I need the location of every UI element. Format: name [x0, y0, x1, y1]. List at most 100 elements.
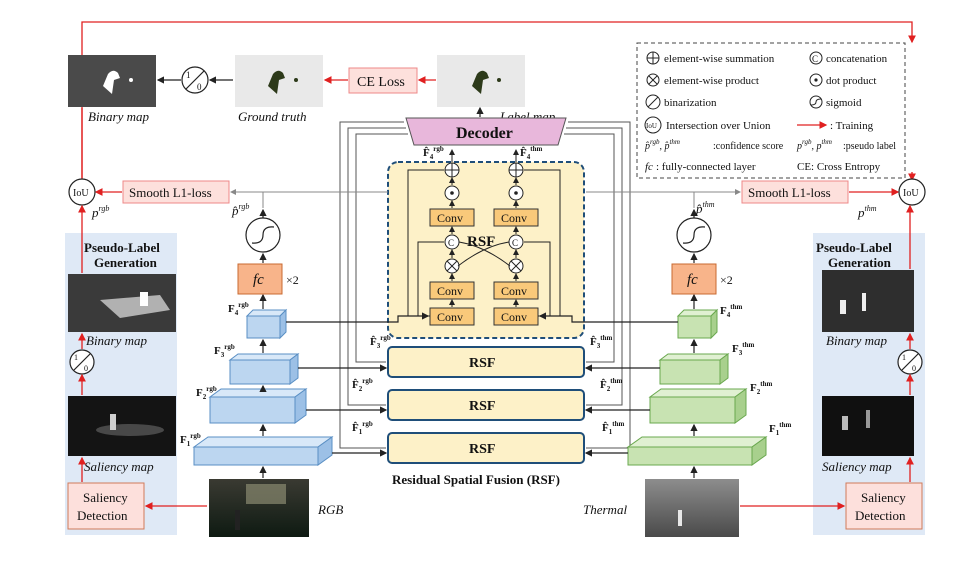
svg-text:Conv: Conv: [501, 211, 527, 225]
svg-text:RSF: RSF: [469, 356, 495, 371]
svg-text:Generation: Generation: [828, 255, 892, 270]
svg-text:RSF: RSF: [469, 442, 495, 457]
svg-text:Smooth L1-loss: Smooth L1-loss: [748, 185, 831, 200]
svg-text:1: 1: [74, 353, 78, 362]
svg-text:IoU: IoU: [646, 122, 657, 130]
rsf-right-ops: Conv C Conv Conv: [493, 162, 539, 326]
svg-text:Binary map: Binary map: [86, 333, 148, 348]
svg-text:F4thm: F4thm: [720, 303, 742, 319]
legend-training: : Training: [830, 120, 874, 132]
svg-text:Binary map: Binary map: [826, 333, 888, 348]
legend-concatenation: concatenation: [826, 53, 888, 65]
svg-text:×2: ×2: [720, 273, 733, 287]
svg-text:Saliency: Saliency: [861, 490, 906, 505]
binarize-icon-top: 1 0: [181, 66, 209, 94]
decoder-block: [405, 117, 567, 146]
svg-text:F̂2thm: F̂2thm: [600, 377, 622, 393]
smooth-loss-left: [122, 180, 230, 204]
smooth-loss-right: [741, 180, 849, 204]
legend-binarization: binarization: [664, 97, 717, 109]
svg-text:Conv: Conv: [501, 310, 527, 324]
rsf-block-1: [387, 432, 585, 464]
legend-conf: :confidence score: [713, 141, 784, 152]
svg-text:F4rgb: F4rgb: [228, 301, 249, 317]
ground-truth-label: Ground truth: [238, 109, 307, 124]
svg-text:F̂4rgb: F̂4rgb: [423, 145, 444, 161]
rgb-feature-stack: [192, 308, 334, 466]
legend-fc: : fully-connected layer: [656, 161, 756, 173]
legend-sigmoid: sigmoid: [826, 97, 862, 109]
svg-text:F3thm: F3thm: [732, 341, 754, 357]
svg-text:p̂rgb: p̂rgb: [231, 202, 249, 218]
svg-text:Detection: Detection: [77, 508, 128, 523]
svg-text:0: 0: [912, 364, 916, 373]
svg-text:Conv: Conv: [437, 284, 463, 298]
svg-text:IoU: IoU: [903, 188, 919, 199]
legend-product: element-wise product: [664, 75, 759, 87]
svg-text:Pseudo-Label: Pseudo-Label: [84, 240, 160, 255]
svg-text:C: C: [448, 238, 454, 248]
svg-text:0: 0: [197, 82, 202, 92]
svg-text:fc: fc: [687, 272, 698, 288]
svg-text:fc: fc: [645, 161, 653, 173]
legend-pseudo: :pseudo label: [843, 141, 896, 152]
svg-text:Saliency: Saliency: [83, 490, 128, 505]
skip-lines: [339, 121, 631, 449]
fc-thm-box: [671, 263, 717, 295]
saliency-detection-left: [67, 482, 145, 530]
saliency-detection-right: [845, 482, 923, 530]
svg-text:Detection: Detection: [855, 508, 906, 523]
ground-truth-image: [235, 55, 323, 107]
svg-text:F̂2rgb: F̂2rgb: [352, 377, 373, 393]
thermal-input-image: [645, 479, 739, 537]
svg-text:0: 0: [84, 364, 88, 373]
ce-loss-box: [348, 67, 418, 94]
svg-text:F1thm: F1thm: [769, 421, 791, 437]
svg-text:1: 1: [186, 70, 191, 80]
svg-text:prgb: prgb: [91, 204, 109, 220]
svg-text:F̂1rgb: F̂1rgb: [352, 420, 373, 436]
ce-loss-label: CE Loss: [357, 75, 405, 90]
rsf-caption: Residual Spatial Fusion (RSF): [392, 472, 560, 487]
legend-dot: dot product: [826, 75, 876, 87]
decoder-label: Decoder: [456, 125, 513, 142]
svg-text:pthm: pthm: [857, 204, 877, 220]
rsf-expanded-bg: [387, 161, 585, 339]
svg-text:p̂thm: p̂thm: [695, 200, 715, 216]
legend-summation: element-wise summation: [664, 53, 775, 65]
svg-text:Smooth L1-loss: Smooth L1-loss: [129, 185, 212, 200]
svg-text:Generation: Generation: [94, 255, 158, 270]
thermal-feature-stack: [626, 308, 768, 466]
svg-text:F̂1thm: F̂1thm: [602, 420, 624, 436]
legend: element-wise summation C concatenation e…: [636, 42, 906, 179]
binary-map-right-image: [822, 270, 914, 332]
svg-text:RSF: RSF: [469, 399, 495, 414]
svg-text:IoU: IoU: [73, 188, 89, 199]
rsf-expanded-label: RSF: [467, 234, 495, 250]
svg-text:Saliency map: Saliency map: [84, 459, 154, 474]
svg-text:Conv: Conv: [437, 211, 463, 225]
svg-text:C: C: [812, 54, 818, 64]
svg-text:1: 1: [902, 353, 906, 362]
rsf-block-2: [387, 389, 585, 421]
legend-ce: CE: Cross Entropy: [797, 161, 881, 173]
svg-text:Conv: Conv: [501, 284, 527, 298]
svg-text:Thermal: Thermal: [583, 502, 627, 517]
svg-text:F̂3rgb: F̂3rgb: [370, 334, 391, 350]
rsf-block-3: [387, 346, 585, 378]
svg-text:C: C: [512, 238, 518, 248]
svg-text:F̂4thm: F̂4thm: [520, 145, 542, 161]
svg-text:RGB: RGB: [317, 502, 343, 517]
svg-text:F̂3thm: F̂3thm: [590, 334, 612, 350]
svg-text:fc: fc: [253, 272, 264, 288]
svg-text:F2thm: F2thm: [750, 380, 772, 396]
fc-rgb-box: [237, 263, 283, 295]
svg-text:F3rgb: F3rgb: [214, 343, 235, 359]
svg-text:Saliency map: Saliency map: [822, 459, 892, 474]
svg-text:Conv: Conv: [437, 310, 463, 324]
svg-text:×2: ×2: [286, 273, 299, 287]
svg-text:Pseudo-Label: Pseudo-Label: [816, 240, 892, 255]
binary-map-top-label: Binary map: [88, 109, 150, 124]
legend-iou: Intersection over Union: [666, 120, 771, 132]
